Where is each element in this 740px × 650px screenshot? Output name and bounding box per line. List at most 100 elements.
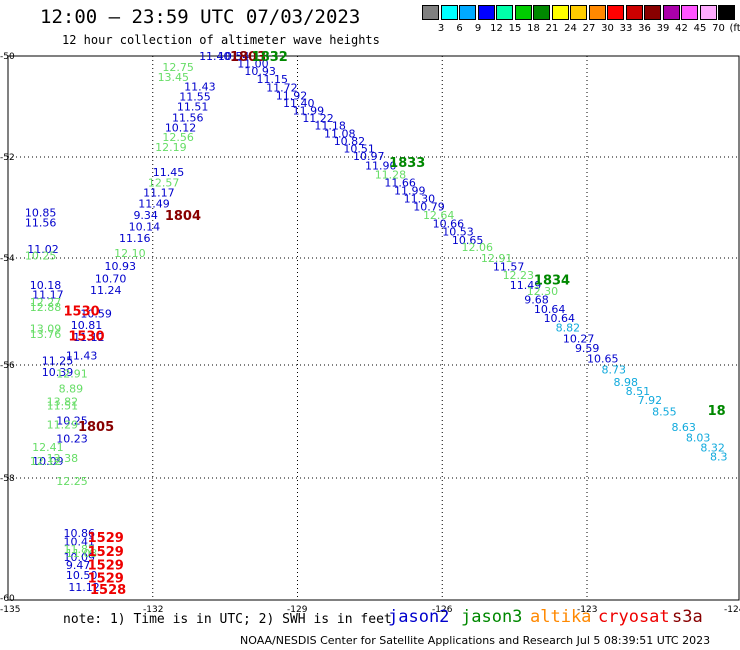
wave-height-label: 11.18 xyxy=(314,120,346,133)
wave-height-label: 11.30 xyxy=(404,192,436,205)
wave-height-label: 12.30 xyxy=(527,285,559,298)
color-scale-swatch xyxy=(662,5,680,20)
wave-height-label: 10.25 xyxy=(25,249,57,262)
wave-height-label: 8.98 xyxy=(614,376,639,389)
wave-height-label: 10.54 xyxy=(218,50,250,63)
wave-height-label: 12.27 xyxy=(30,296,62,309)
wave-height-label: 12.75 xyxy=(162,61,194,74)
wave-height-label: 11.99 xyxy=(293,105,325,118)
x-tick-label: -135 xyxy=(0,605,20,615)
time-label: 1528 xyxy=(90,583,126,598)
wave-height-label: 8.89 xyxy=(59,383,84,396)
time-label: 1834 xyxy=(534,273,570,288)
wave-height-label: 10.09 xyxy=(32,455,64,468)
wave-height-label: 10.50 xyxy=(66,569,98,582)
color-scale-swatch xyxy=(588,5,606,20)
wave-height-label: 10.70 xyxy=(95,272,127,285)
chart-title: 12:00 — 23:59 UTC 07/03/2023 xyxy=(40,6,361,28)
time-label: 1529 xyxy=(88,558,124,573)
wave-height-label: 11.02 xyxy=(27,243,59,256)
time-label: 1832 xyxy=(252,50,288,65)
wave-height-label: 8.82 xyxy=(556,322,581,335)
color-scale-label: 21 xyxy=(545,23,559,34)
x-tick-label: -129 xyxy=(287,605,308,615)
y-tick-label: -56 xyxy=(0,361,15,371)
color-scale-swatch xyxy=(514,5,532,20)
color-scale-label: 6 xyxy=(456,23,463,34)
wave-height-label: 10.23 xyxy=(56,432,88,445)
wave-height-label: 11.12 xyxy=(68,581,100,594)
wave-height-label: 11.00 xyxy=(237,58,269,71)
y-tick-label: -58 xyxy=(0,474,15,484)
wave-height-label: 13.82 xyxy=(47,396,79,409)
wave-height-label: 12.91 xyxy=(481,252,512,265)
wave-height-label: 8.63 xyxy=(671,421,696,434)
color-scale-label: 30 xyxy=(601,23,614,34)
x-tick-label: -124 xyxy=(724,605,740,615)
wave-height-label: 10.65 xyxy=(452,234,484,247)
time-label: 18 xyxy=(708,404,726,419)
wave-height-label: 12.41 xyxy=(32,441,64,454)
wave-height-label: 12.56 xyxy=(162,131,194,144)
y-tick-label: -50 xyxy=(0,52,15,62)
satellite-legend-item: cryosat xyxy=(598,607,670,627)
wave-height-label: 13.09 xyxy=(30,323,62,336)
wave-height-label: 11.51 xyxy=(47,400,79,413)
y-tick-label: -54 xyxy=(0,254,15,264)
wave-height-label: 11.22 xyxy=(302,112,334,125)
wave-height-label: 9.47 xyxy=(66,559,91,572)
time-label: 1529 xyxy=(88,572,124,587)
wave-height-label: 11.40 xyxy=(283,97,315,110)
time-label: 1805 xyxy=(78,420,114,435)
color-scale-swatch xyxy=(607,5,624,20)
wave-height-label: 10.65 xyxy=(587,353,619,366)
wave-height-label: 12.91 xyxy=(56,367,88,380)
wave-height-label: 11.24 xyxy=(90,284,122,297)
color-scale-swatch xyxy=(551,5,569,20)
wave-height-label: 11.16 xyxy=(119,232,151,245)
wave-height-label: 12.25 xyxy=(56,475,88,488)
wave-height-label: 11.82 xyxy=(63,543,95,556)
wave-height-label: 12.06 xyxy=(462,241,494,254)
wave-height-label: 10.82 xyxy=(334,135,366,148)
wave-height-label: 10.12 xyxy=(165,122,197,135)
wave-height-label: 10.66 xyxy=(433,218,465,231)
wave-height-label: 12.10 xyxy=(114,247,145,260)
satellite-legend-item: s3a xyxy=(672,607,703,627)
color-scale-swatch xyxy=(459,5,476,20)
wave-height-label: 11.28 xyxy=(375,169,407,182)
x-tick-label: -126 xyxy=(432,605,453,615)
wave-height-label: 11.90 xyxy=(365,160,397,173)
time-label: 1530 xyxy=(68,330,104,345)
satellite-legend-item: jason3 xyxy=(461,607,523,627)
wave-height-label: 12.64 xyxy=(423,209,455,222)
wave-height-label: 11.43 xyxy=(66,349,98,362)
wave-height-label: 9.34 xyxy=(133,209,158,222)
wave-height-label: 8.32 xyxy=(700,441,725,454)
wave-height-label: 7.92 xyxy=(638,394,663,407)
data-labels: 11.4010.5411.0010.9311.1511.7211.9211.40… xyxy=(25,50,728,598)
wave-height-label: 8.3 xyxy=(710,451,728,464)
wave-height-label: 13.76 xyxy=(30,328,62,341)
wave-height-label: 10.14 xyxy=(129,221,161,234)
wave-height-label: 11.43 xyxy=(184,80,216,93)
color-scale-swatch xyxy=(477,5,495,20)
wave-height-label: 11.99 xyxy=(394,184,426,197)
wave-height-label: 11.49 xyxy=(138,197,170,210)
wave-height-label: 12.88 xyxy=(30,301,62,314)
wave-height-label: 10.59 xyxy=(80,308,112,321)
color-scale-swatch xyxy=(570,5,587,20)
wave-height-label: 11.56 xyxy=(25,217,57,230)
chart-subtitle: 12 hour collection of altimeter wave hei… xyxy=(62,33,380,47)
wave-height-label: 11.57 xyxy=(493,261,524,274)
wave-height-label: 12.38 xyxy=(47,452,79,465)
wave-height-label: 11.12 xyxy=(73,331,105,344)
wave-height-label: 10.93 xyxy=(105,260,137,273)
wave-height-label: 13.45 xyxy=(158,71,190,84)
wave-height-label: 10.18 xyxy=(30,279,62,292)
color-scale-label: (ft) xyxy=(729,23,740,34)
color-scale-label: 18 xyxy=(527,23,540,34)
wave-height-label: 10.41 xyxy=(63,536,95,549)
wave-height-label: 11.03 xyxy=(66,547,98,560)
